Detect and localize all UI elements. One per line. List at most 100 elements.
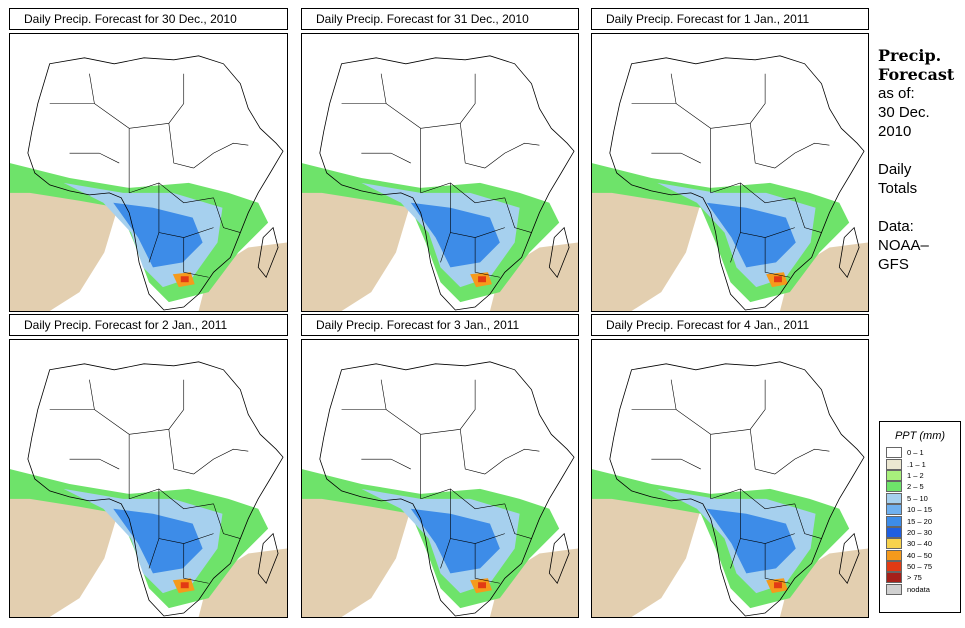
country-border [193, 448, 249, 475]
country-border [459, 429, 486, 475]
africa-map [9, 339, 288, 618]
country-border [69, 458, 120, 470]
precip-area [10, 172, 120, 311]
madagascar-outline [838, 532, 860, 585]
country-border [710, 73, 766, 129]
country-border [420, 379, 476, 435]
legend-title: PPT (mm) [894, 430, 946, 442]
africa-map [301, 33, 579, 312]
madagascar-outline [548, 226, 570, 279]
country-border [459, 123, 486, 169]
panel-title: Daily Precip. Forecast for 2 Jan., 2011 [9, 314, 288, 336]
data-source-line1: Data: [878, 218, 914, 235]
legend-swatch [886, 515, 902, 527]
country-border [341, 103, 422, 193]
panel-title: Daily Precip. Forecast for 3 Jan., 2011 [301, 314, 579, 336]
country-border [484, 142, 540, 169]
madagascar-outline [257, 532, 279, 585]
map-svg [592, 55, 868, 311]
side-title-line2: Forecast [878, 65, 955, 84]
legend-label: 20 – 30 [907, 527, 933, 537]
country-border [148, 232, 160, 263]
panel-title: Daily Precip. Forecast for 1 Jan., 2011 [591, 8, 869, 30]
legend-swatch [886, 481, 902, 493]
legend-label: > 75 [907, 573, 922, 583]
country-border [764, 237, 790, 278]
side-title-line1: Precip. [878, 46, 942, 65]
country-border [341, 409, 422, 499]
legend-item: 50 – 75 [886, 561, 960, 573]
legend-item: 15 – 20 [886, 515, 960, 527]
legend-item: 1 – 2 [886, 469, 960, 481]
data-source-line2: NOAA– [878, 237, 929, 254]
africa-map [591, 33, 869, 312]
country-border [631, 103, 712, 193]
country-border [49, 409, 130, 499]
as-of-label: as of: [878, 85, 915, 102]
as-of-date-line2: 2010 [878, 123, 912, 140]
country-border [193, 142, 249, 169]
africa-map [301, 339, 579, 618]
legend-item: 10 – 15 [886, 504, 960, 516]
country-border [361, 152, 411, 164]
legend-item: nodata [886, 583, 960, 595]
legend-item: 5 – 10 [886, 492, 960, 504]
country-border [651, 152, 701, 164]
country-border [148, 538, 160, 569]
side-info: Precip. Forecast as of: 30 Dec. 2010 Dai… [878, 46, 963, 274]
country-border [440, 232, 451, 263]
legend-label: 15 – 20 [907, 516, 933, 526]
country-border [730, 538, 741, 569]
legend-swatch [886, 504, 902, 516]
africa-map [591, 339, 869, 618]
country-border [168, 429, 194, 475]
legend-swatch [886, 583, 902, 595]
country-border [440, 538, 451, 569]
africa-coastline [27, 361, 284, 617]
country-border [158, 182, 214, 238]
totals-line1: Daily [878, 161, 912, 178]
legend-label: 1 – 2 [907, 470, 924, 480]
legend-label: 2 – 5 [907, 482, 924, 492]
precip-area [774, 276, 782, 283]
country-border [670, 73, 677, 104]
precip-area [302, 172, 411, 311]
madagascar-outline [838, 226, 860, 279]
country-border [631, 409, 712, 499]
country-border [764, 543, 790, 584]
totals-line2: Totals [878, 180, 918, 197]
africa-coastline [319, 361, 575, 617]
country-border [69, 152, 120, 164]
country-border [168, 123, 194, 169]
legend-item: > 75 [886, 572, 960, 584]
precip-area [592, 172, 701, 311]
country-border [749, 123, 776, 169]
legend-item: 0 – 1 [886, 447, 960, 459]
precip-area [10, 478, 120, 617]
country-border [129, 182, 214, 204]
africa-coastline [27, 55, 284, 311]
precip-area [410, 508, 500, 574]
map-svg [592, 361, 868, 617]
legend-label: 40 – 50 [907, 550, 933, 560]
legend-swatch [886, 549, 902, 561]
legend-item: 20 – 30 [886, 526, 960, 538]
precip-area [198, 242, 287, 311]
country-border [670, 379, 677, 410]
legend-item: 40 – 50 [886, 549, 960, 561]
country-border [129, 488, 214, 510]
country-border [484, 448, 540, 475]
legend-item: .1 – 1 [886, 458, 960, 470]
country-border [740, 488, 795, 544]
country-border [129, 379, 185, 435]
country-border [474, 543, 500, 584]
legend-label: 30 – 40 [907, 539, 933, 549]
legend-item: 2 – 5 [886, 481, 960, 493]
country-border [129, 73, 185, 129]
country-border [730, 232, 741, 263]
legend-label: 0 – 1 [907, 448, 924, 458]
africa-coastline [609, 55, 865, 311]
country-border [183, 237, 209, 278]
africa-coastline [609, 361, 865, 617]
country-border [740, 182, 795, 238]
